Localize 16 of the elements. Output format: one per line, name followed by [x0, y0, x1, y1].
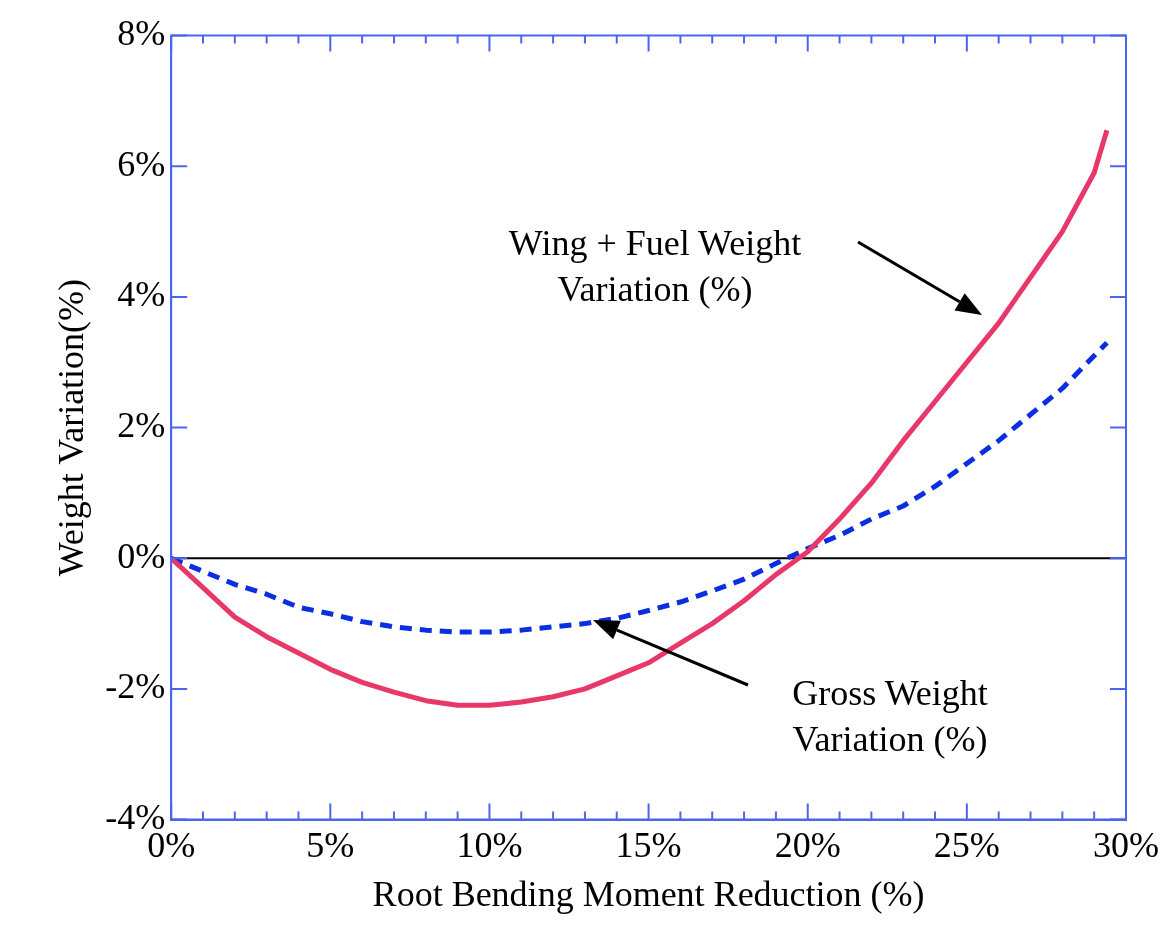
y-tick-label: 8% — [117, 13, 166, 54]
x-tick-label: 20% — [774, 824, 841, 865]
y-tick-label: -2% — [105, 666, 166, 707]
y-tick-label: 0% — [117, 535, 166, 576]
annotation: Wing + Fuel Weight Variation (%) — [507, 222, 803, 311]
annotation: Gross Weight Variation (%) — [791, 672, 989, 761]
x-tick-label: 30% — [1093, 824, 1159, 865]
x-tick-label: 15% — [615, 824, 682, 865]
y-tick-label: 4% — [117, 274, 166, 315]
y-tick-label: 6% — [117, 143, 166, 184]
y-axis-title: Weight Variation(%) — [51, 278, 92, 577]
x-tick-label: 25% — [933, 824, 1000, 865]
x-axis-title: Root Bending Moment Reduction (%) — [372, 873, 925, 914]
x-tick-label: 5% — [306, 824, 355, 865]
y-tick-label: 2% — [117, 405, 166, 446]
x-tick-label: 10% — [456, 824, 523, 865]
